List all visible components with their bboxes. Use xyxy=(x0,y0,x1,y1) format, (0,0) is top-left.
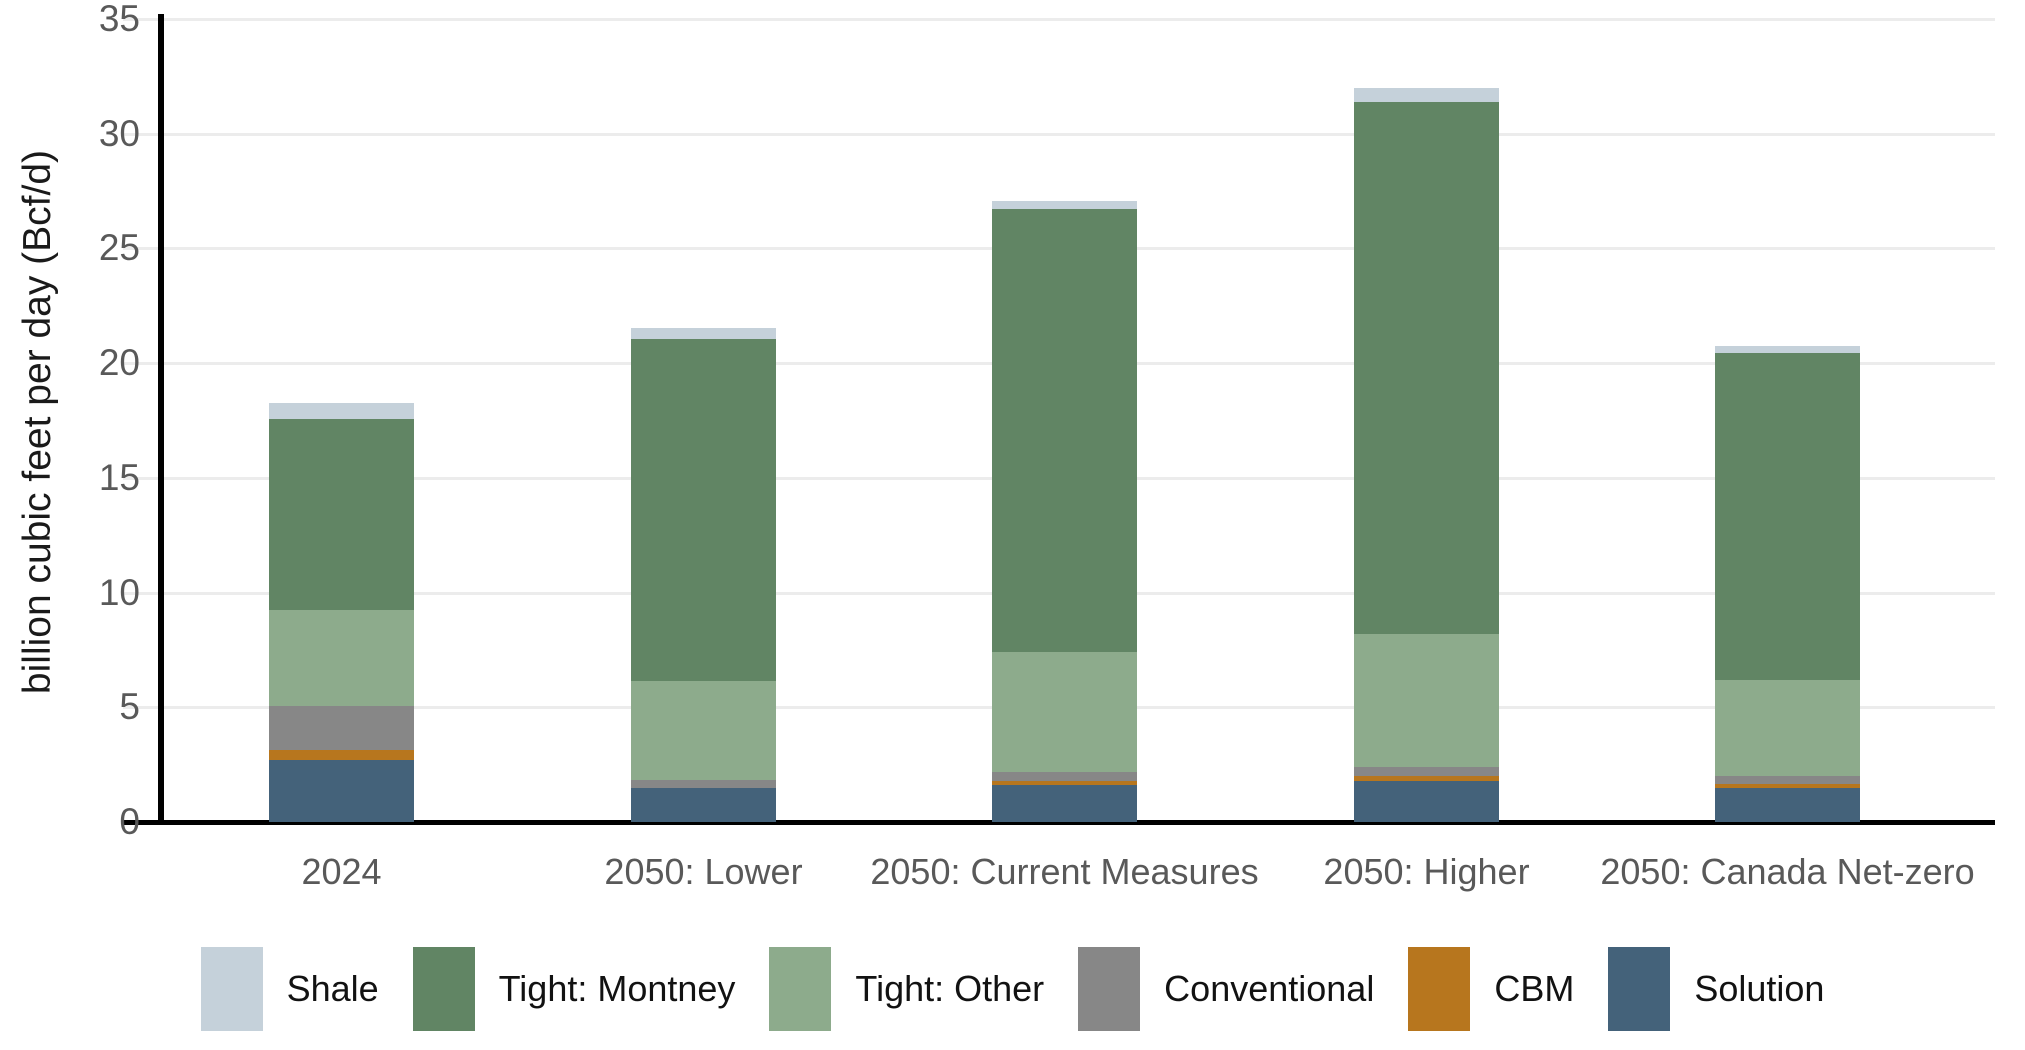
y-tick-label-20: 20 xyxy=(98,342,140,384)
bar-segment-2050-current-measures-tight-montney xyxy=(992,209,1137,653)
legend-label: Conventional xyxy=(1164,968,1375,1009)
y-tick-label-15: 15 xyxy=(98,456,140,498)
bar-segment-2050-lower-shale xyxy=(631,327,776,340)
bar-segment-2024-cbm xyxy=(269,749,414,761)
y-axis-line xyxy=(158,14,164,825)
bar-segment-2050-higher-solution xyxy=(1354,780,1499,822)
gridline-y-30 xyxy=(123,132,1995,136)
legend-swatch-shale xyxy=(200,947,263,1031)
legend-item-cbm[interactable]: CBM xyxy=(1408,947,1574,1031)
bar-segment-2050-current-measures-shale xyxy=(992,201,1137,210)
legend-label: Tight: Other xyxy=(855,968,1045,1009)
bar-segment-2050-higher-shale xyxy=(1354,87,1499,102)
bar-segment-2024-tight-montney xyxy=(269,419,414,610)
bar-segment-2050-higher-cbm xyxy=(1354,776,1499,781)
bar-segment-2050-lower-tight-montney xyxy=(631,339,776,681)
bar-segment-2024-shale xyxy=(269,403,414,420)
bar-segment-2024-solution xyxy=(269,760,414,822)
y-tick-label-30: 30 xyxy=(98,112,140,154)
bar-segment-2050-canada-net-zero-shale xyxy=(1715,345,1860,353)
legend-label: CBM xyxy=(1494,968,1575,1009)
legend-item-solution[interactable]: Solution xyxy=(1608,947,1824,1031)
bar-segment-2050-current-measures-conventional xyxy=(992,771,1137,781)
y-tick-label-5: 5 xyxy=(119,686,140,728)
bar-segment-2050-current-measures-solution xyxy=(992,785,1137,822)
bar-segment-2050-canada-net-zero-solution xyxy=(1715,787,1860,822)
bar-segment-2024-tight-other xyxy=(269,609,414,707)
legend-item-shale[interactable]: Shale xyxy=(200,947,379,1031)
x-tick-label-2050-current-measures: 2050: Current Measures xyxy=(870,851,1259,892)
bar-segment-2050-higher-conventional xyxy=(1354,766,1499,777)
legend-swatch-cbm xyxy=(1408,947,1471,1031)
x-tick-label-2050-higher: 2050: Higher xyxy=(1323,851,1530,892)
bar-segment-2050-canada-net-zero-conventional xyxy=(1715,776,1860,785)
legend-swatch-solution xyxy=(1608,947,1671,1031)
y-tick-label-10: 10 xyxy=(98,571,140,613)
y-tick-label-0: 0 xyxy=(119,801,140,842)
x-tick-label-2024: 2024 xyxy=(301,851,382,892)
x-tick-label-2050-lower: 2050: Lower xyxy=(604,851,803,892)
bar-segment-2050-lower-conventional xyxy=(631,779,776,788)
y-tick-label-25: 25 xyxy=(98,227,140,269)
bar-segment-2050-current-measures-cbm xyxy=(992,780,1137,786)
bar-segment-2050-higher-tight-other xyxy=(1354,633,1499,767)
bar-segment-2024-conventional xyxy=(269,706,414,750)
gridline-y-35 xyxy=(123,18,1995,21)
bar-segment-2050-lower-tight-other xyxy=(631,680,776,780)
legend-item-conventional[interactable]: Conventional xyxy=(1078,947,1374,1031)
legend-swatch-tight-montney xyxy=(412,947,475,1031)
legend: Shale Tight: Montney Tight: Other Conventio… xyxy=(0,944,2025,1034)
bar-segment-2050-higher-tight-montney xyxy=(1354,101,1499,634)
bar-segment-2050-canada-net-zero-tight-other xyxy=(1715,679,1860,777)
legend-label: Shale xyxy=(286,968,379,1009)
legend-swatch-tight-other xyxy=(769,947,832,1031)
legend-item-tight-other[interactable]: Tight: Other xyxy=(769,947,1044,1031)
legend-swatch-conventional xyxy=(1078,947,1141,1031)
x-tick-label-2050-canada-net-zero: 2050: Canada Net-zero xyxy=(1600,851,1975,892)
x-axis-line xyxy=(123,820,1995,825)
bar-segment-2050-canada-net-zero-tight-montney xyxy=(1715,352,1860,680)
legend-label: Tight: Montney xyxy=(498,968,736,1009)
y-tick-label-35: 35 xyxy=(98,0,140,39)
legend-item-tight-montney[interactable]: Tight: Montney xyxy=(412,947,736,1031)
legend-label: Solution xyxy=(1694,968,1825,1009)
bar-segment-2050-canada-net-zero-cbm xyxy=(1715,784,1860,788)
bar-segment-2050-lower-solution xyxy=(631,787,776,822)
bar-segment-2050-current-measures-tight-other xyxy=(992,652,1137,772)
